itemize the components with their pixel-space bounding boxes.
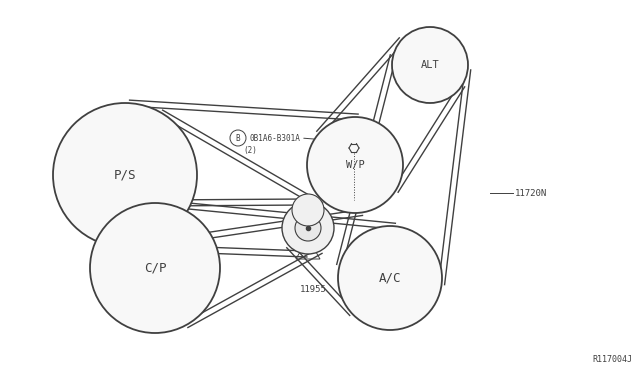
Circle shape (295, 215, 321, 241)
Circle shape (53, 103, 197, 247)
Text: 11955: 11955 (300, 285, 326, 295)
Circle shape (90, 203, 220, 333)
Text: 0B1A6-B301A: 0B1A6-B301A (249, 134, 300, 142)
Circle shape (307, 117, 403, 213)
Text: (2): (2) (243, 145, 257, 154)
Text: C/P: C/P (144, 262, 166, 275)
Text: ALT: ALT (420, 60, 440, 70)
Text: W/P: W/P (346, 160, 364, 170)
Circle shape (392, 27, 468, 103)
Text: R117004J: R117004J (592, 355, 632, 364)
Text: P/S: P/S (114, 169, 136, 182)
Circle shape (292, 194, 324, 226)
Text: A/C: A/C (379, 272, 401, 285)
Text: 11720N: 11720N (515, 189, 547, 198)
Circle shape (282, 202, 334, 254)
Text: B: B (236, 134, 240, 142)
Circle shape (338, 226, 442, 330)
